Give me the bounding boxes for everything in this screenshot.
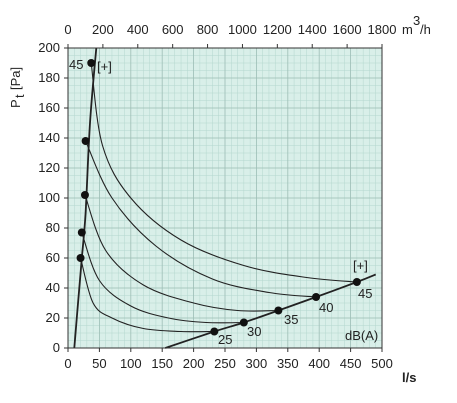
ylabel-unit: [Pa] xyxy=(8,67,23,90)
annotation-30: 30 xyxy=(247,324,261,339)
x2-tick-label: 1200 xyxy=(263,22,292,37)
data-point xyxy=(77,228,86,237)
annotation-bracket-left: [+] xyxy=(97,59,112,74)
x-tick-label: 250 xyxy=(214,356,236,371)
x2-tick-label: 800 xyxy=(197,22,219,37)
y-tick-label: 0 xyxy=(53,340,60,355)
series-line xyxy=(85,140,317,298)
x2-tick-label: 400 xyxy=(127,22,149,37)
x-tick-label: 300 xyxy=(246,356,268,371)
x2label-tail: /h xyxy=(420,22,431,37)
data-point xyxy=(239,318,248,327)
data-point xyxy=(274,306,283,315)
x-tick-label: 150 xyxy=(151,356,173,371)
data-point xyxy=(210,327,219,336)
series-line xyxy=(81,232,244,324)
x-tick-label: 400 xyxy=(308,356,330,371)
x2label-sup: 3 xyxy=(413,13,420,28)
data-point xyxy=(87,59,96,67)
x2-tick-label: 1400 xyxy=(298,22,327,37)
data-point xyxy=(352,278,361,286)
data-point xyxy=(312,293,321,301)
x-tick-label: 0 xyxy=(64,356,71,371)
x-tick-label: 450 xyxy=(340,356,362,371)
y-tick-label: 20 xyxy=(46,310,60,325)
annotation-45-right: 45 xyxy=(358,286,372,301)
y-tick-label: 80 xyxy=(46,220,60,235)
annotation-40: 40 xyxy=(319,300,333,315)
x-tick-label: 500 xyxy=(371,356,393,371)
annotation-25: 25 xyxy=(218,332,232,347)
plot-frame xyxy=(67,47,383,349)
x2-tick-label: 200 xyxy=(92,22,114,37)
annotation-45-left: 45 xyxy=(69,57,83,72)
markers-group xyxy=(76,59,361,336)
y-tick-label: 160 xyxy=(38,100,60,115)
x-tick-label: 50 xyxy=(92,356,106,371)
y-tick-label: 120 xyxy=(38,160,60,175)
x-tick-label: 350 xyxy=(277,356,299,371)
x2-tick-label: 1800 xyxy=(368,22,397,37)
x2-tick-label: 1600 xyxy=(333,22,362,37)
grid xyxy=(67,47,383,349)
ylabel-main: P xyxy=(8,99,23,108)
y-tick-label: 60 xyxy=(46,250,60,265)
x2label-main: m xyxy=(402,22,413,37)
y-tick-label: 40 xyxy=(46,280,60,295)
data-point xyxy=(76,254,85,262)
data-point xyxy=(81,137,90,145)
annotation-bracket-right: [+] xyxy=(353,258,368,273)
series-line xyxy=(90,62,357,283)
data-point xyxy=(80,191,89,199)
y-tick-label: 100 xyxy=(38,190,60,205)
x-tick-label: 100 xyxy=(120,356,142,371)
y-tick-label: 180 xyxy=(38,70,60,85)
y-tick-label: 200 xyxy=(38,40,60,55)
series-line xyxy=(84,194,279,312)
ylabel-sub: t xyxy=(12,94,27,98)
x2-tick-label: 0 xyxy=(64,22,71,37)
x2-tick-label: 1000 xyxy=(228,22,257,37)
x-tick-label: 200 xyxy=(183,356,205,371)
y-tick-label: 140 xyxy=(38,130,60,145)
xlabel: l/s xyxy=(402,370,416,385)
annotation-dba: dB(A) xyxy=(345,328,378,343)
x2-tick-label: 600 xyxy=(162,22,184,37)
series-line xyxy=(80,257,215,333)
annotation-35: 35 xyxy=(284,312,298,327)
